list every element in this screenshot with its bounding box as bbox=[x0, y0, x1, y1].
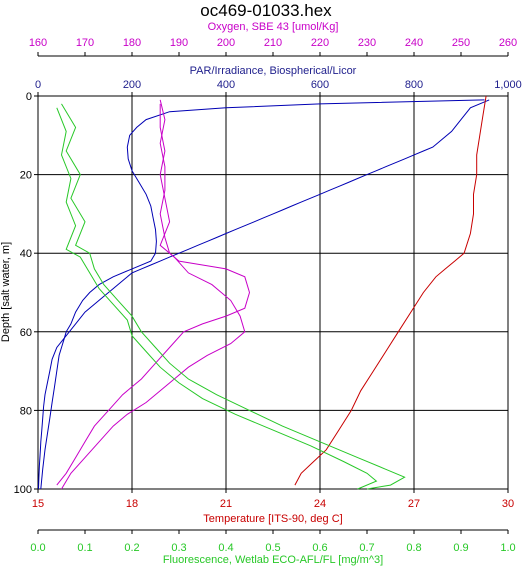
x-tick-label-fluorescence: 0.3 bbox=[171, 542, 186, 554]
x-tick-label-oxygen: 170 bbox=[76, 37, 94, 49]
x-axis-label-fluorescence: Fluorescence, Wetlab ECO-AFL/FL [mg/m^3] bbox=[163, 554, 383, 566]
x-tick-label-par: 200 bbox=[123, 79, 141, 91]
x-tick-label-oxygen: 180 bbox=[123, 37, 141, 49]
series-line-fluorescence-5 bbox=[61, 103, 406, 490]
x-tick-label-temperature: 30 bbox=[502, 498, 514, 510]
x-tick-label-oxygen: 160 bbox=[29, 37, 47, 49]
x-tick-label-temperature: 21 bbox=[220, 498, 232, 510]
x-tick-label-fluorescence: 0.8 bbox=[406, 542, 421, 554]
x-tick-label-temperature: 15 bbox=[32, 498, 44, 510]
x-tick-label-par: 400 bbox=[217, 79, 235, 91]
x-tick-label-oxygen: 190 bbox=[170, 37, 188, 49]
x-tick-label-fluorescence: 0.7 bbox=[359, 542, 374, 554]
y-axis-label: Depth [salt water, m] bbox=[0, 242, 12, 342]
series-line-par-1 bbox=[40, 99, 485, 490]
x-tick-label-oxygen: 200 bbox=[217, 37, 235, 49]
x-tick-label-par: 800 bbox=[405, 79, 423, 91]
x-tick-label-par: 600 bbox=[311, 79, 329, 91]
chart-title: oc469-01033.hex bbox=[200, 1, 332, 20]
y-tick-label: 100 bbox=[14, 484, 32, 496]
x-tick-label-fluorescence: 0.4 bbox=[218, 542, 233, 554]
y-tick-label: 80 bbox=[20, 405, 32, 417]
x-tick-label-temperature: 27 bbox=[408, 498, 420, 510]
series-line-temperature-2 bbox=[294, 95, 487, 486]
x-tick-label-temperature: 24 bbox=[314, 498, 326, 510]
x-tick-label-oxygen: 250 bbox=[452, 37, 470, 49]
x-tick-label-oxygen: 230 bbox=[358, 37, 376, 49]
y-tick-label: 20 bbox=[20, 170, 32, 182]
x-axis-label-par: PAR/Irradiance, Biospherical/Licor bbox=[190, 65, 357, 77]
x-tick-label-fluorescence: 0.5 bbox=[265, 542, 280, 554]
grid bbox=[38, 96, 508, 489]
series-line-fluorescence-6 bbox=[56, 107, 378, 490]
series-line-oxygen-3 bbox=[56, 99, 251, 486]
x-tick-label-oxygen: 210 bbox=[264, 37, 282, 49]
series-layer bbox=[38, 95, 490, 490]
series-line-par-0 bbox=[38, 99, 490, 490]
y-tick-label: 60 bbox=[20, 327, 32, 339]
y-tick-label: 40 bbox=[20, 248, 32, 260]
x-tick-label-fluorescence: 1.0 bbox=[500, 542, 515, 554]
x-tick-label-fluorescence: 0.1 bbox=[77, 542, 92, 554]
x-tick-label-fluorescence: 0.6 bbox=[312, 542, 327, 554]
x-tick-label-fluorescence: 0.2 bbox=[124, 542, 139, 554]
x-tick-label-par: 1,000 bbox=[494, 79, 522, 91]
x-tick-label-oxygen: 240 bbox=[405, 37, 423, 49]
x-axis-label-oxygen: Oxygen, SBE 43 [umol/Kg] bbox=[208, 21, 339, 33]
y-tick-label: 0 bbox=[26, 91, 32, 103]
x-tick-label-fluorescence: 0.0 bbox=[30, 542, 45, 554]
plot-area bbox=[37, 95, 509, 490]
x-tick-label-oxygen: 220 bbox=[311, 37, 329, 49]
series-line-oxygen-4 bbox=[61, 103, 246, 490]
x-tick-label-oxygen: 260 bbox=[499, 37, 517, 49]
x-axis-label-temperature: Temperature [ITS-90, deg C] bbox=[203, 513, 342, 525]
x-tick-label-fluorescence: 0.9 bbox=[453, 542, 468, 554]
x-tick-label-temperature: 18 bbox=[126, 498, 138, 510]
x-tick-label-par: 0 bbox=[35, 79, 41, 91]
axes: 0 20 40 60 80 100 Oxygen, SBE 43 [umol/Kg] 160 1… bbox=[14, 21, 522, 566]
